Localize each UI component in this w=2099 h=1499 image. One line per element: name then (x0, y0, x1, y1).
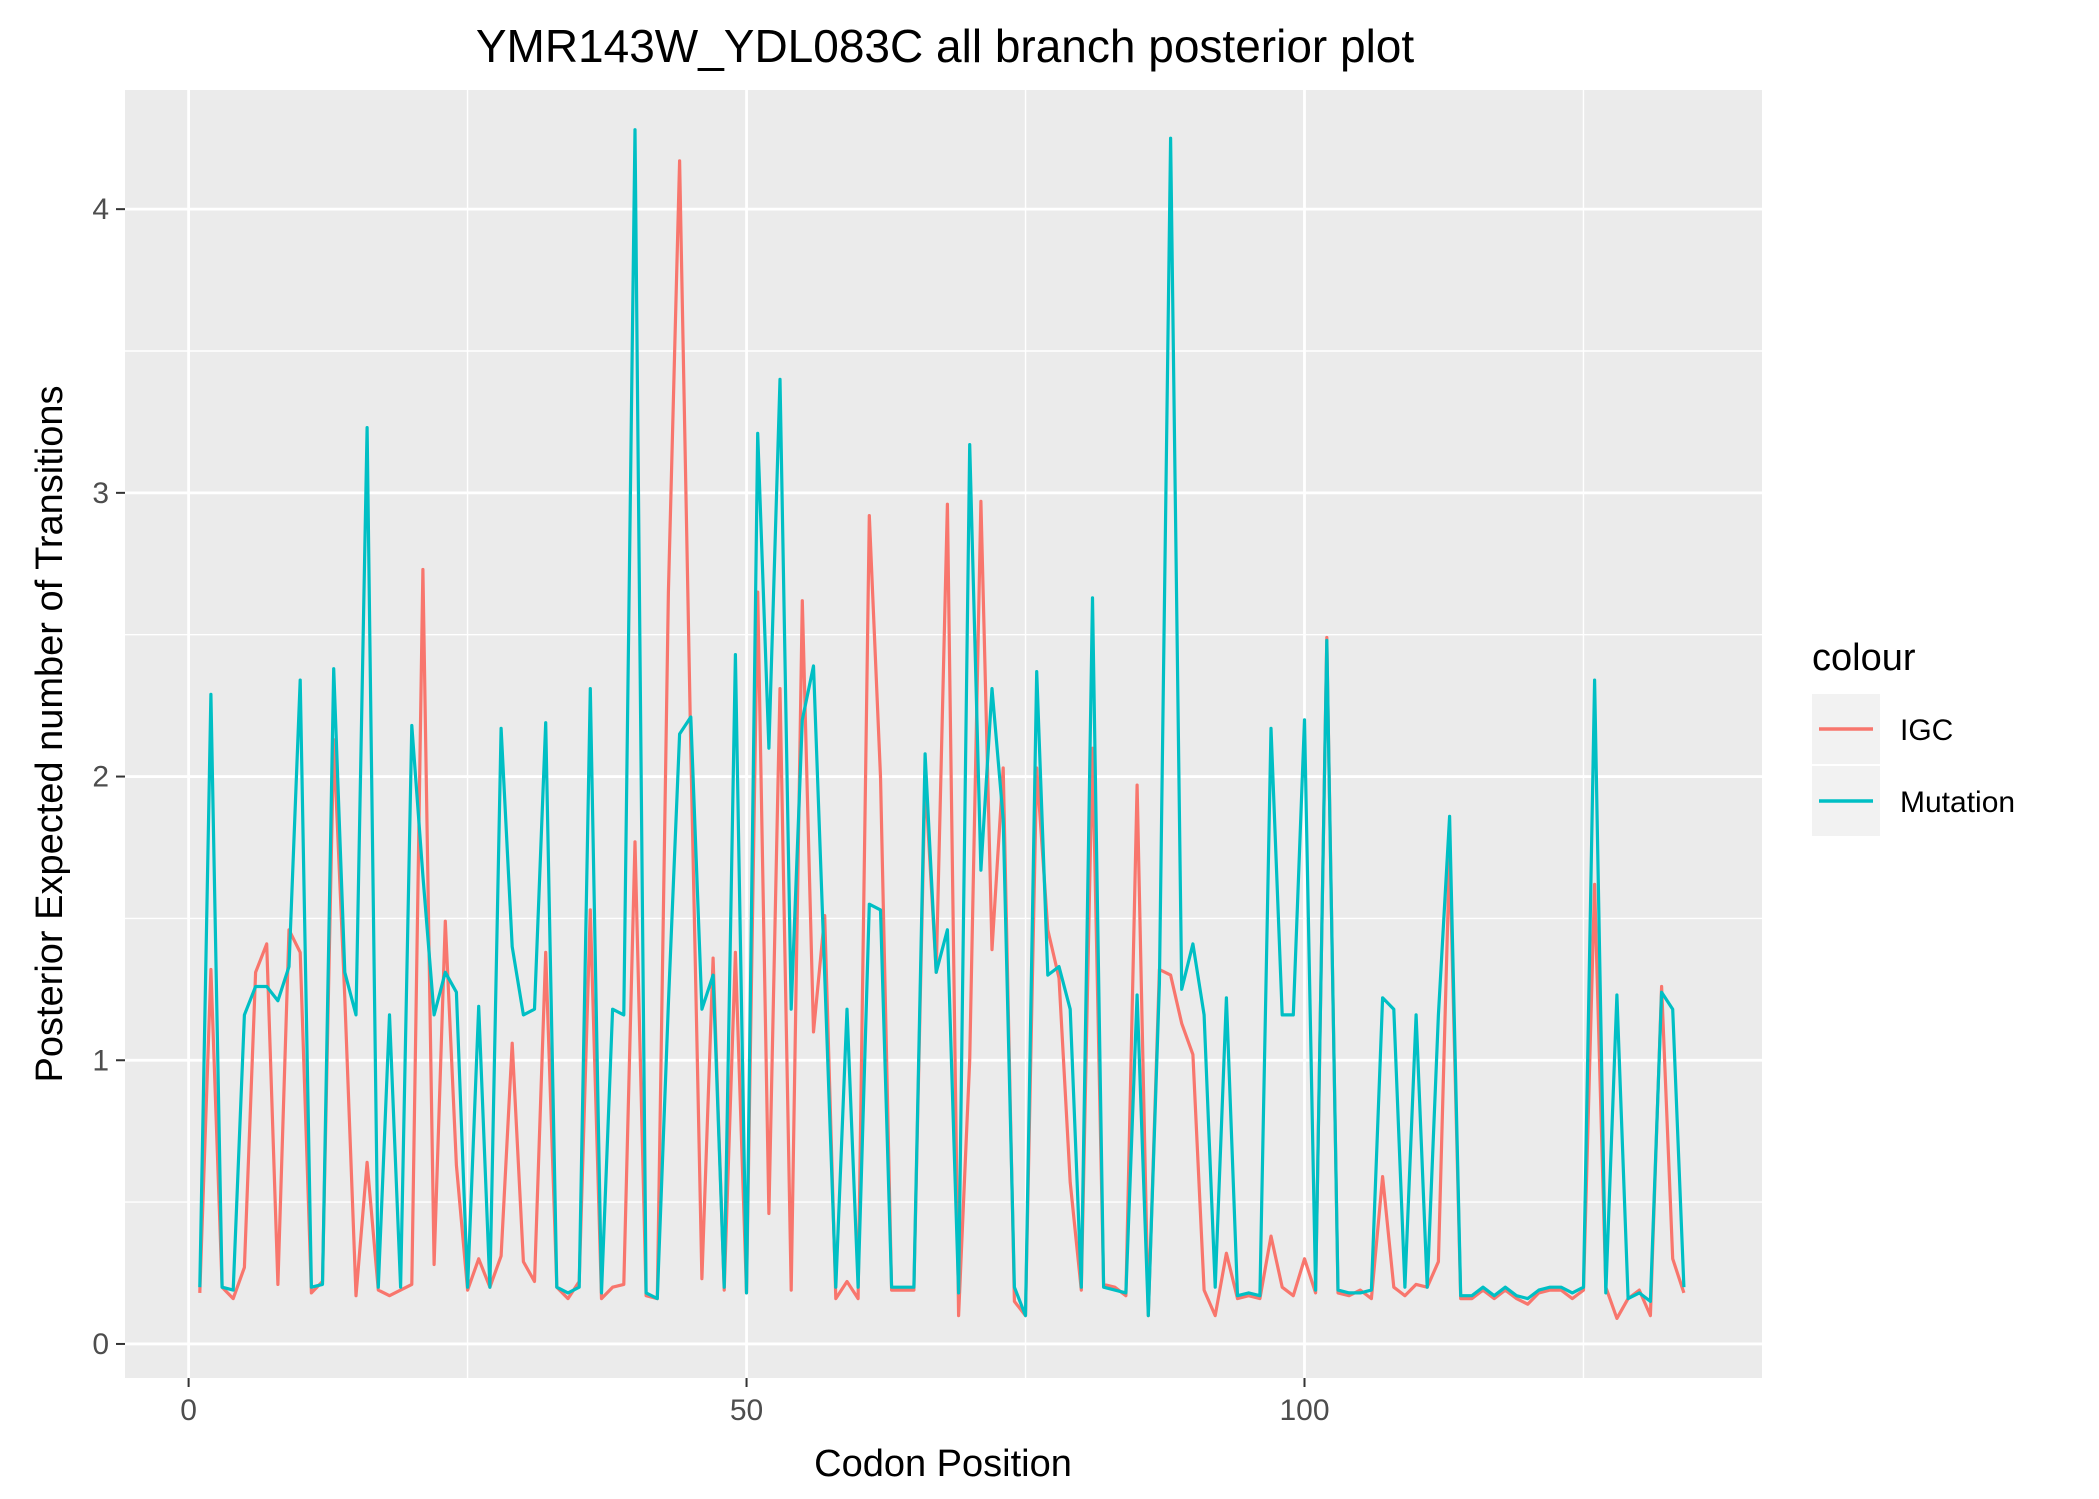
legend-item-mutation: Mutation (1812, 766, 2015, 836)
legend-item-igc: IGC (1812, 694, 1953, 764)
y-tick-label: 1 (92, 1044, 109, 1077)
legend-title: colour (1812, 637, 1916, 679)
axes: 0 50 100 0 1 2 3 4 (92, 193, 1329, 1427)
series-line-igc (198, 159, 1686, 1320)
x-tick-label: 50 (730, 1394, 763, 1427)
legend-label: Mutation (1900, 786, 2015, 819)
y-tick-label: 0 (92, 1328, 109, 1361)
x-axis-title: Codon Position (814, 1443, 1072, 1485)
series-line-mutation (198, 128, 1686, 1318)
x-tick-label: 100 (1279, 1394, 1329, 1427)
series-layer (198, 128, 1686, 1320)
chart-title: YMR143W_YDL083C all branch posterior plo… (476, 20, 1415, 72)
y-tick-label: 3 (92, 477, 109, 510)
y-tick-label: 4 (92, 193, 109, 226)
y-axis-title: Posterior Expected number of Transitions (29, 385, 71, 1082)
legend: colour IGC Mutation (1812, 637, 2015, 836)
x-tick-label: 0 (180, 1394, 197, 1427)
legend-label: IGC (1900, 714, 1953, 747)
y-tick-label: 2 (92, 761, 109, 794)
